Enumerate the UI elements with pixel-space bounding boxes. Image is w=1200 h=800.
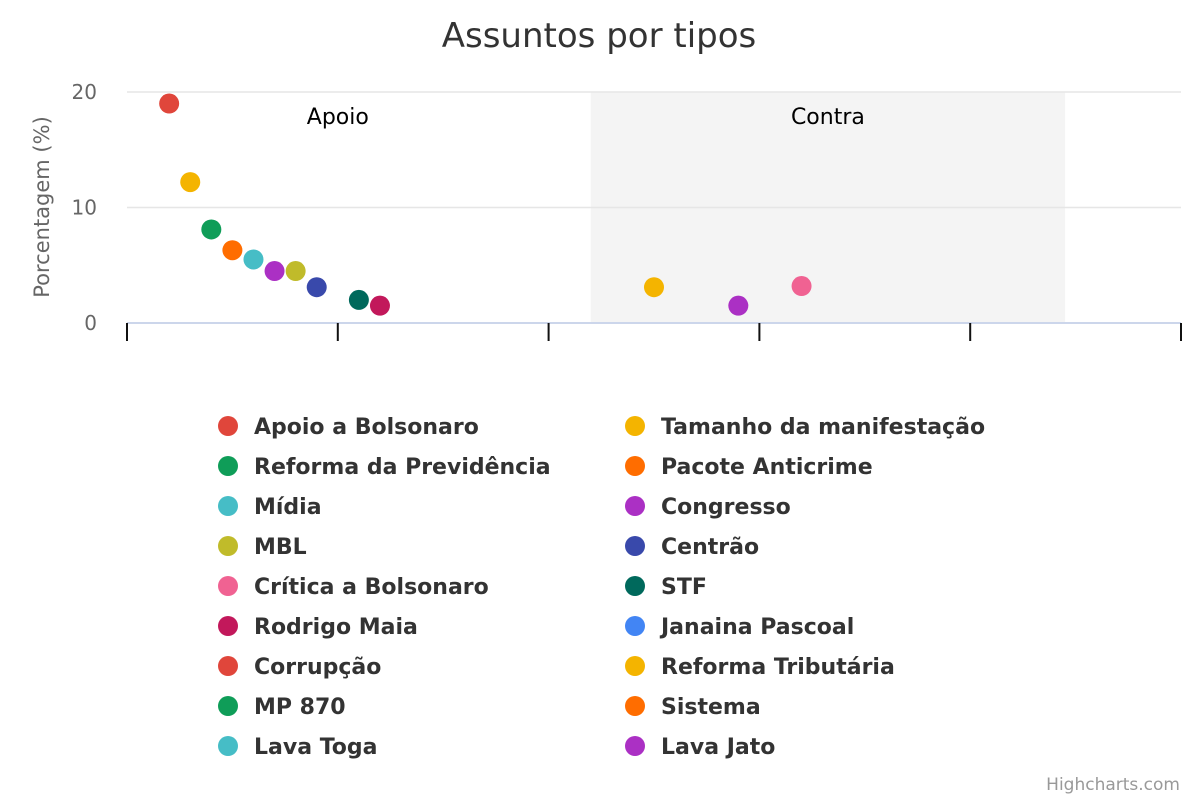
plot-band-label: Apoio [307,105,369,130]
data-point[interactable] [201,219,222,240]
legend-item[interactable]: MP 870 [218,695,346,720]
legend-marker [218,736,238,756]
legend-item[interactable]: Reforma Tributária [625,655,895,680]
legend-marker [625,416,645,436]
legend-label: Congresso [661,495,791,520]
legend-label: Lava Jato [661,735,775,760]
legend-marker [625,696,645,716]
legend-item[interactable]: STF [625,575,707,600]
legend-item[interactable]: Lava Toga [218,735,378,760]
legend-label: Tamanho da manifestação [661,415,985,440]
data-point[interactable] [348,289,369,310]
legend-label: Lava Toga [254,735,378,760]
legend-label: Janaina Pascoal [659,615,854,640]
legend-marker [625,496,645,516]
y-axis-ticks: 0 10 20 [72,80,97,335]
legend-item[interactable]: Pacote Anticrime [625,455,873,480]
data-point[interactable] [243,249,264,270]
legend-item[interactable]: Centrão [625,535,759,560]
legend-item[interactable]: Crítica a Bolsonaro [218,575,489,600]
data-point[interactable] [222,240,243,261]
grid-lines [127,91,1181,209]
y-tick-label: 0 [84,311,97,335]
data-points [159,93,812,316]
legend: Apoio a Bolsonaro Tamanho da manifestação… [218,415,985,760]
legend-label: MP 870 [254,695,346,720]
data-point[interactable] [644,277,664,298]
data-point[interactable] [791,276,812,297]
x-axis [126,322,1182,341]
legend-item[interactable]: Rodrigo Maia [218,615,418,640]
data-point[interactable] [180,172,201,193]
legend-marker [218,656,238,676]
legend-marker [218,496,238,516]
credits-link[interactable]: Highcharts.com [1046,775,1180,795]
legend-label: Centrão [661,535,759,560]
y-tick-label: 10 [72,196,97,220]
legend-item[interactable]: Janaina Pascoal [625,615,854,640]
legend-item[interactable]: Reforma da Previdência [218,455,551,480]
legend-marker [218,416,238,436]
y-axis-label: Porcentagem (%) [30,116,54,298]
plot-band-label: Contra [791,105,865,130]
chart-title: Assuntos por tipos [442,16,756,56]
legend-item[interactable]: MBL [218,535,307,560]
legend-marker [625,656,645,676]
data-point[interactable] [369,295,390,316]
data-point[interactable] [306,277,327,298]
legend-label: Pacote Anticrime [661,455,873,480]
legend-item[interactable]: Mídia [218,495,322,520]
legend-marker [218,576,238,596]
data-point[interactable] [285,261,306,282]
legend-item[interactable]: Congresso [625,495,791,520]
legend-label: Sistema [661,695,761,720]
legend-label: Mídia [254,495,322,520]
legend-label: Rodrigo Maia [254,615,418,640]
legend-marker [218,536,238,556]
legend-label: MBL [254,535,307,560]
legend-item[interactable]: Corrupção [218,655,381,680]
legend-item[interactable]: Lava Jato [625,735,775,760]
legend-item[interactable]: Tamanho da manifestação [625,415,985,440]
legend-label: Crítica a Bolsonaro [254,575,489,600]
legend-marker [218,456,238,476]
legend-marker [218,616,238,636]
legend-item[interactable]: Apoio a Bolsonaro [218,415,479,440]
legend-label: Corrupção [254,655,381,680]
legend-marker [625,736,645,756]
legend-marker [625,456,645,476]
legend-marker [218,696,238,716]
legend-label: Reforma Tributária [661,655,895,680]
legend-label: Apoio a Bolsonaro [254,415,479,440]
legend-marker [625,576,645,596]
y-tick-label: 20 [72,80,97,104]
legend-label: STF [661,575,707,600]
legend-marker [625,536,645,556]
legend-item[interactable]: Sistema [625,695,761,720]
data-point[interactable] [159,93,180,114]
data-point[interactable] [264,261,285,282]
legend-label: Reforma da Previdência [254,455,551,480]
data-point[interactable] [728,295,749,316]
legend-marker [625,616,645,636]
